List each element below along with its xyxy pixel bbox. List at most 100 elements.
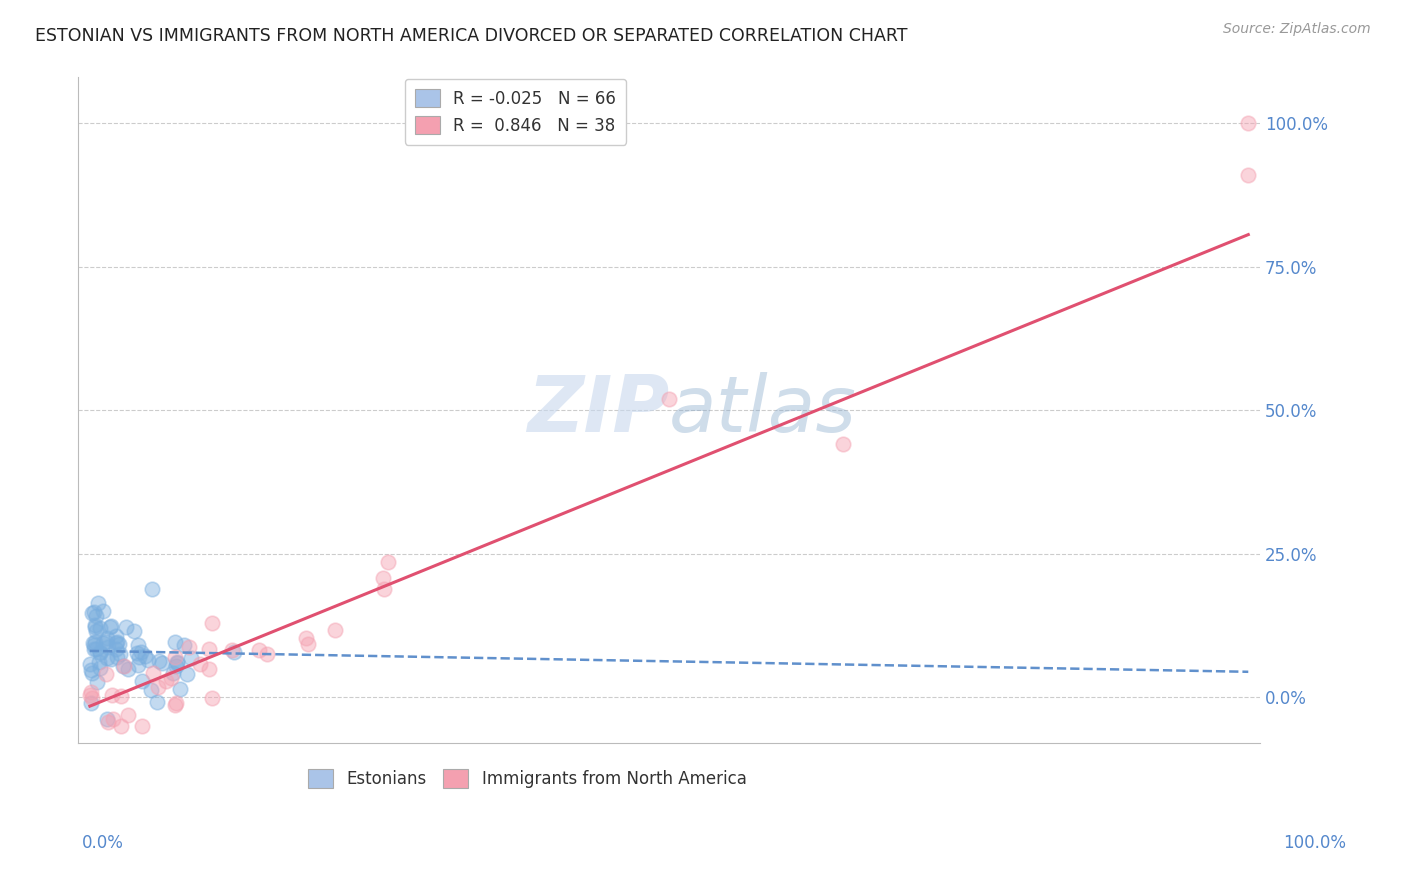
Point	[127, 639, 149, 653]
Point	[84, 609, 107, 624]
Point	[80, 663, 103, 677]
Point	[89, 645, 111, 659]
Point	[105, 650, 128, 665]
Point	[96, 632, 118, 646]
Text: ZIP: ZIP	[527, 372, 669, 449]
Point	[256, 647, 278, 661]
Point	[87, 596, 110, 610]
Point	[198, 641, 221, 656]
Point	[89, 661, 111, 675]
Point	[84, 635, 107, 649]
Point	[79, 688, 101, 702]
Point	[101, 688, 124, 702]
Point	[117, 708, 139, 723]
Point	[104, 642, 127, 657]
Point	[110, 689, 132, 703]
Point	[93, 636, 115, 650]
Point	[87, 655, 110, 669]
Point	[82, 636, 104, 650]
Point	[84, 624, 107, 638]
Point	[114, 620, 136, 634]
Point	[188, 657, 211, 672]
Point	[100, 652, 122, 666]
Point	[89, 621, 111, 635]
Point	[142, 666, 165, 681]
Point	[165, 635, 187, 649]
Point	[173, 638, 195, 652]
Point	[105, 635, 128, 649]
Point	[221, 643, 243, 657]
Point	[148, 654, 170, 668]
Point	[1237, 168, 1260, 182]
Text: ESTONIAN VS IMMIGRANTS FROM NORTH AMERICA DIVORCED OR SEPARATED CORRELATION CHAR: ESTONIAN VS IMMIGRANTS FROM NORTH AMERIC…	[35, 27, 908, 45]
Point	[162, 666, 184, 681]
Point	[377, 556, 399, 570]
Point	[131, 719, 153, 733]
Point	[83, 638, 105, 652]
Point	[83, 618, 105, 632]
Point	[80, 685, 103, 699]
Point	[128, 650, 150, 665]
Point	[96, 650, 118, 665]
Point	[146, 680, 169, 694]
Text: 100.0%: 100.0%	[1284, 834, 1346, 852]
Point	[110, 719, 132, 733]
Point	[97, 715, 120, 730]
Point	[117, 663, 139, 677]
Point	[100, 619, 122, 633]
Point	[247, 643, 270, 657]
Point	[179, 640, 201, 654]
Point	[107, 637, 129, 651]
Text: Source: ZipAtlas.com: Source: ZipAtlas.com	[1223, 22, 1371, 37]
Point	[169, 682, 191, 697]
Point	[136, 653, 159, 667]
Point	[83, 605, 105, 619]
Point	[97, 640, 120, 655]
Point	[165, 696, 187, 710]
Point	[141, 683, 163, 698]
Point	[96, 667, 118, 681]
Point	[831, 436, 853, 450]
Point	[83, 642, 105, 657]
Point	[112, 658, 135, 673]
Point	[91, 604, 114, 618]
Point	[89, 647, 111, 661]
Point	[146, 695, 169, 709]
Point	[86, 675, 108, 690]
Text: atlas: atlas	[669, 372, 856, 449]
Point	[108, 647, 131, 661]
Text: 0.0%: 0.0%	[82, 834, 124, 852]
Point	[658, 392, 681, 406]
Point	[165, 659, 187, 673]
Point	[295, 631, 318, 645]
Point	[201, 691, 224, 706]
Point	[96, 712, 118, 726]
Point	[112, 658, 135, 673]
Point	[176, 666, 198, 681]
Point	[150, 657, 173, 671]
Point	[159, 671, 181, 685]
Point	[80, 666, 103, 681]
Point	[80, 691, 103, 706]
Point	[373, 582, 395, 597]
Point	[222, 645, 245, 659]
Point	[80, 696, 103, 710]
Point	[163, 650, 186, 665]
Point	[1237, 116, 1260, 130]
Point	[127, 658, 149, 673]
Point	[105, 636, 128, 650]
Point	[101, 712, 124, 726]
Point	[125, 646, 148, 660]
Point	[180, 650, 202, 665]
Point	[83, 620, 105, 634]
Point	[105, 629, 128, 643]
Point	[166, 655, 188, 669]
Point	[79, 657, 101, 671]
Point	[165, 698, 187, 713]
Point	[134, 649, 156, 664]
Point	[201, 615, 224, 630]
Point	[323, 624, 346, 638]
Point	[373, 571, 395, 585]
Point	[129, 645, 152, 659]
Point	[98, 620, 121, 634]
